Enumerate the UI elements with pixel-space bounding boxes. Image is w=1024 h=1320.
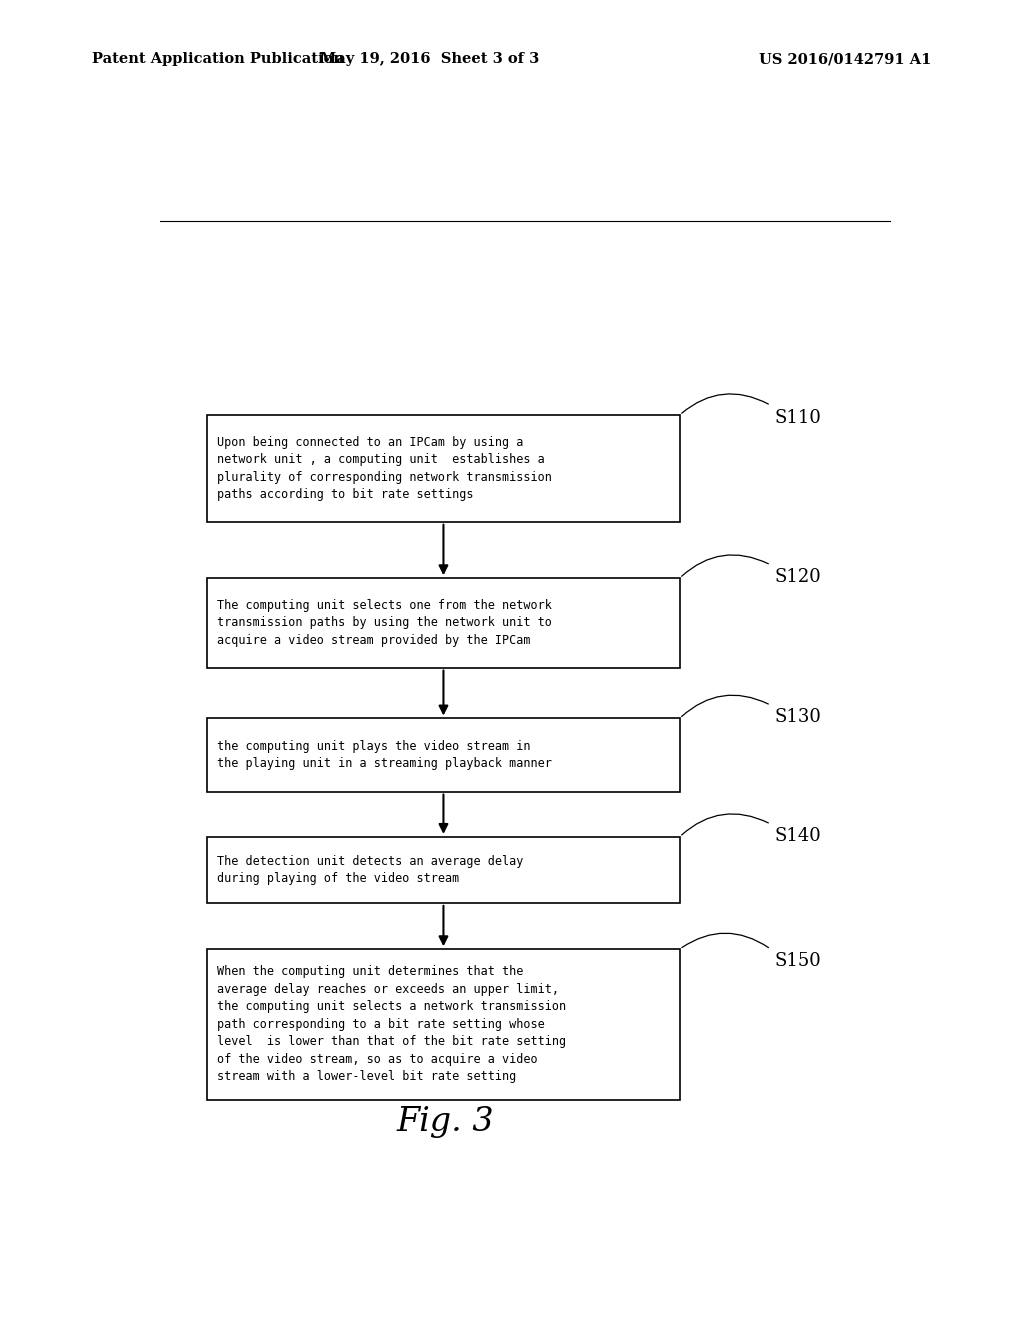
Text: S140: S140 (775, 828, 821, 845)
Text: May 19, 2016  Sheet 3 of 3: May 19, 2016 Sheet 3 of 3 (321, 53, 540, 66)
Text: S110: S110 (775, 409, 821, 426)
Text: S120: S120 (775, 568, 821, 586)
Bar (207, 837, 680, 903)
Text: US 2016/0142791 A1: US 2016/0142791 A1 (760, 53, 932, 66)
Text: When the computing unit determines that the
average delay reaches or exceeds an : When the computing unit determines that … (217, 965, 566, 1084)
Text: The detection unit detects an average delay
during playing of the video stream: The detection unit detects an average de… (217, 854, 523, 886)
Text: The computing unit selects one from the network
transmission paths by using the : The computing unit selects one from the … (217, 599, 552, 647)
Bar (207, 578, 680, 668)
Text: Upon being connected to an IPCam by using a
network unit , a computing unit  est: Upon being connected to an IPCam by usin… (217, 436, 552, 502)
Text: Patent Application Publication: Patent Application Publication (92, 53, 344, 66)
Text: S150: S150 (775, 952, 821, 970)
Text: S130: S130 (775, 709, 821, 726)
Bar (207, 718, 680, 792)
Bar (207, 949, 680, 1100)
Bar (207, 414, 680, 521)
Text: the computing unit plays the video stream in
the playing unit in a streaming pla: the computing unit plays the video strea… (217, 739, 552, 771)
Text: Fig. 3: Fig. 3 (396, 1106, 495, 1138)
